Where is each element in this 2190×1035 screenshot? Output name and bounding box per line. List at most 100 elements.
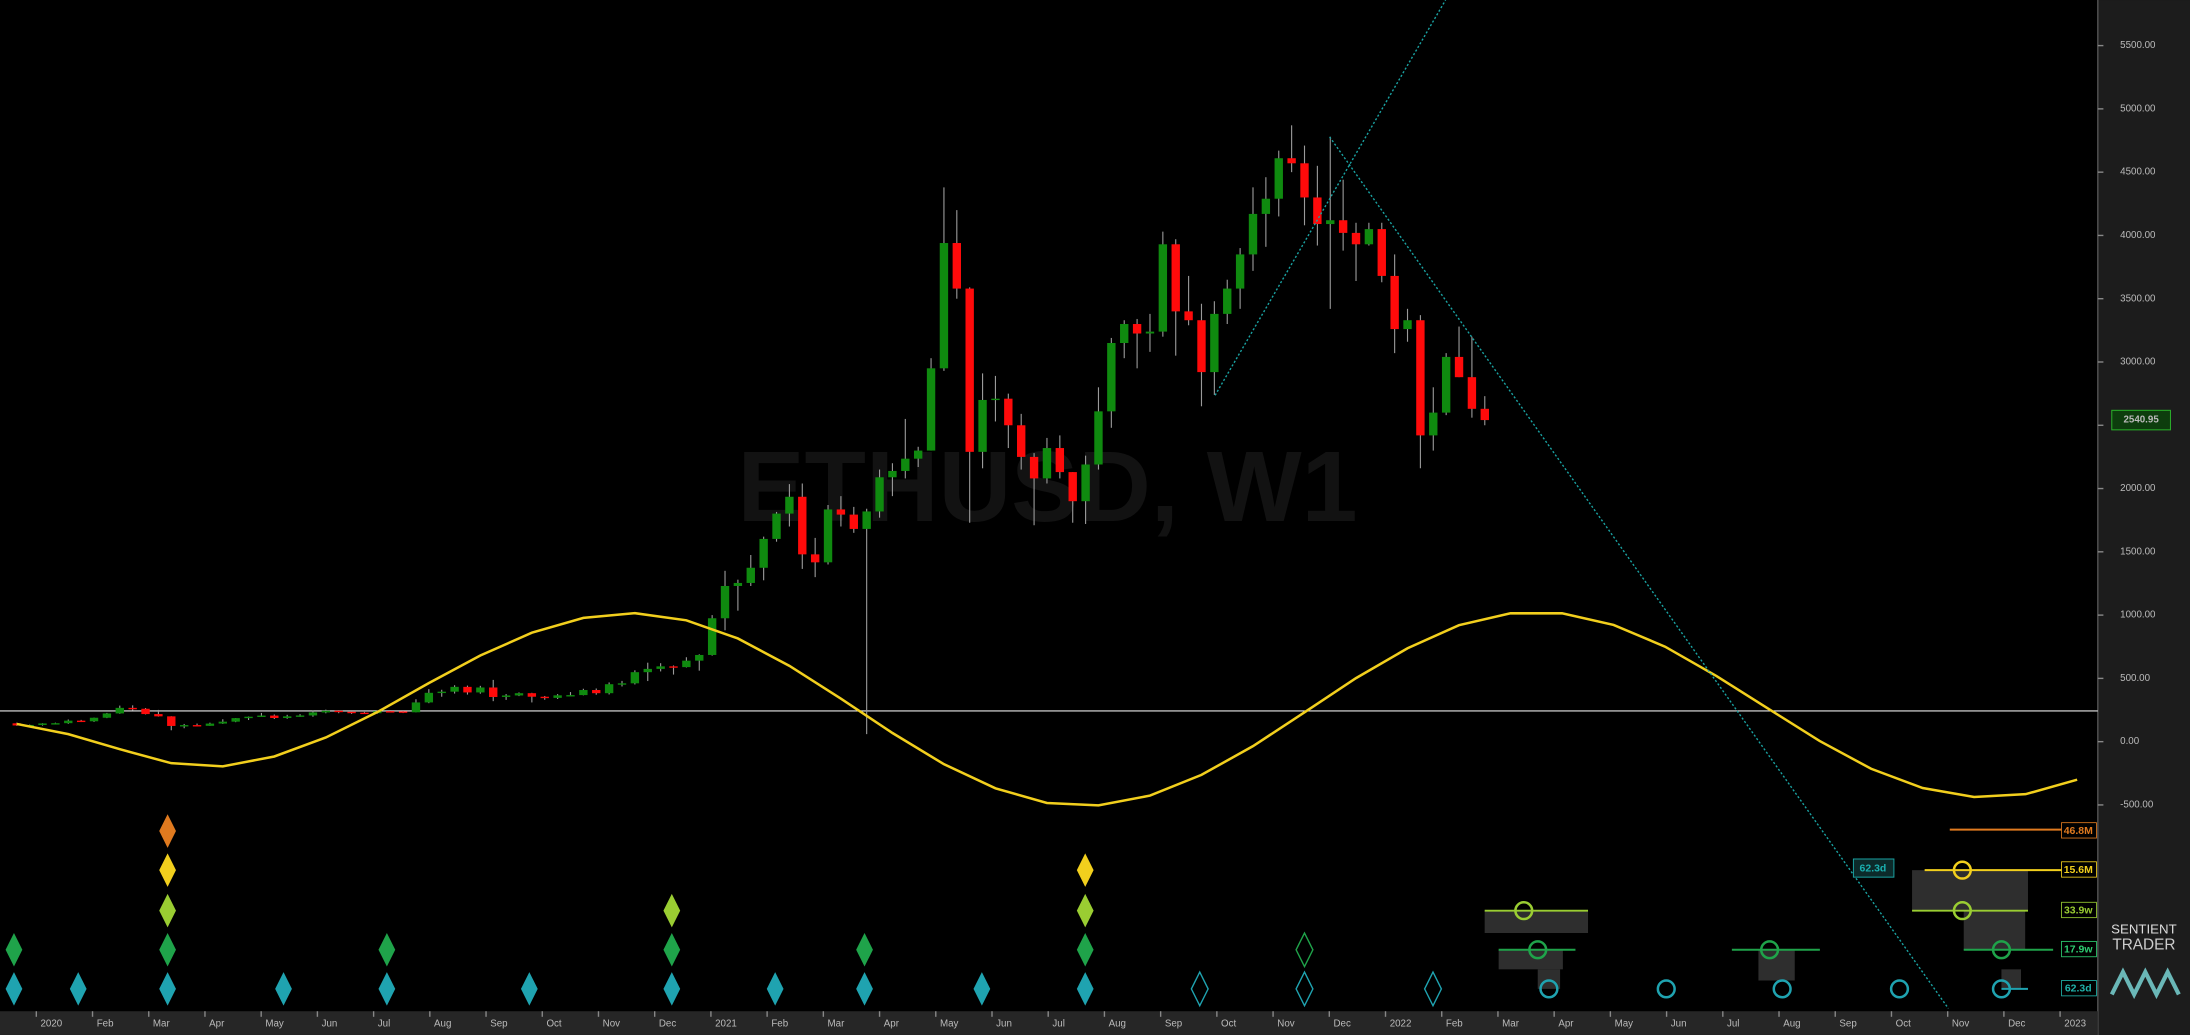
x-tick-label: 2020 xyxy=(41,1018,63,1029)
candle-body xyxy=(1042,448,1052,479)
label-box xyxy=(2061,822,2097,839)
projection-circle xyxy=(1889,979,1910,999)
candle-body xyxy=(682,660,691,668)
candle-body xyxy=(244,716,253,719)
x-tick-label: Jun xyxy=(1671,1018,1687,1029)
logo-mark xyxy=(2109,967,2181,1000)
candle-body xyxy=(952,243,962,289)
candle-body xyxy=(669,666,678,668)
x-tick-label: Apr xyxy=(209,1018,225,1029)
candle-body xyxy=(154,714,163,717)
candle-body xyxy=(1313,197,1322,225)
x-tick-label: Feb xyxy=(1446,1018,1463,1029)
candle-body xyxy=(1158,244,1168,332)
candle-body xyxy=(849,514,858,529)
candle-body xyxy=(1248,213,1258,255)
x-tick-label: May xyxy=(940,1018,959,1029)
candle-body xyxy=(1107,343,1116,412)
candle-body xyxy=(1004,398,1013,426)
candle-body xyxy=(617,683,627,685)
candle-body xyxy=(1390,275,1399,330)
candle-body xyxy=(282,716,292,718)
x-tick-label: 2023 xyxy=(2064,1018,2086,1029)
label-box xyxy=(1852,858,1895,878)
y-tick-label: 0.00 xyxy=(2120,736,2140,747)
candle-body xyxy=(1287,158,1296,164)
candle-body xyxy=(347,711,356,714)
candle-body xyxy=(566,695,575,697)
candle-body xyxy=(102,713,112,718)
candle-body xyxy=(386,711,395,713)
cycle-label: 17.9w xyxy=(2064,945,2093,956)
x-tick-label: Feb xyxy=(97,1018,114,1029)
cycle-diamond xyxy=(520,972,538,1006)
cycle-diamond xyxy=(5,972,23,1006)
projection-circle xyxy=(1539,979,1559,999)
x-tick-label: Nov xyxy=(603,1018,620,1029)
candle-body xyxy=(540,696,549,699)
candle-body xyxy=(1261,198,1271,214)
candle-body xyxy=(978,399,987,452)
x-tick-label: Aug xyxy=(434,1018,451,1029)
candle-body xyxy=(231,718,240,722)
candle-body xyxy=(1132,324,1142,334)
candle-body xyxy=(450,686,459,692)
projection-circle xyxy=(1952,901,1972,921)
candle-body xyxy=(514,693,524,696)
candle-body xyxy=(1480,408,1489,421)
candle-body xyxy=(1029,456,1039,479)
candle-body xyxy=(1171,244,1180,312)
candle-body xyxy=(115,707,124,714)
candle-body xyxy=(926,368,936,451)
brand: SENTIENT xyxy=(2111,922,2177,937)
candle-body xyxy=(888,470,897,478)
candle-body xyxy=(823,509,833,563)
candle-body xyxy=(772,513,781,539)
candle-body xyxy=(862,511,871,529)
candle-body xyxy=(476,687,485,693)
candle-body xyxy=(810,554,820,563)
candle-body xyxy=(1068,472,1077,502)
cycle-label: 46.8M xyxy=(2064,826,2093,837)
projection-box xyxy=(1498,949,1563,970)
candle-body xyxy=(1338,220,1348,233)
x-tick-label: Jul xyxy=(378,1018,390,1029)
candle-body xyxy=(1081,464,1090,502)
candle-body xyxy=(695,654,704,661)
candle-body xyxy=(1274,158,1283,199)
x-tick-label: May xyxy=(1615,1018,1634,1029)
projection-circle xyxy=(1772,979,1792,999)
cycle-diamond xyxy=(663,972,681,1006)
cycle-diamond xyxy=(1423,970,1443,1008)
plot: 5500.00 5000.00 4500.00 4000.00 3500.00 3000.… xyxy=(0,40,2156,1029)
cycle-label: 62.3d xyxy=(2065,984,2092,995)
cycle-diamond xyxy=(663,893,681,928)
y-tick-label: 500.00 xyxy=(2120,673,2150,684)
y-tick-label: 4500.00 xyxy=(2120,167,2156,178)
candle-body xyxy=(656,666,665,669)
cycle-diamond xyxy=(1076,933,1094,967)
candle-body xyxy=(1454,356,1464,378)
candle-body xyxy=(1351,232,1361,245)
x-tick-label: Apr xyxy=(1558,1018,1574,1029)
candle-body xyxy=(875,477,884,512)
candle-body xyxy=(489,687,498,697)
x-tick-label: Oct xyxy=(1221,1018,1236,1029)
candle-body xyxy=(1403,320,1412,330)
candle-body xyxy=(437,691,446,694)
candle-body xyxy=(270,715,279,718)
x-tick-label: Mar xyxy=(153,1018,171,1029)
cycle-diamond xyxy=(378,972,396,1006)
candle-body xyxy=(913,450,923,459)
x-tick-label: Mar xyxy=(828,1018,846,1029)
projection-box xyxy=(2001,969,2022,989)
candle-body xyxy=(604,684,614,694)
candle-body xyxy=(785,496,794,514)
y-tick-label: 3500.00 xyxy=(2120,293,2156,304)
candle-body xyxy=(1197,320,1206,373)
y-tick-label: -500.00 xyxy=(2120,800,2154,811)
x-tick-label: Jun xyxy=(322,1018,338,1029)
candle-body xyxy=(128,707,137,710)
